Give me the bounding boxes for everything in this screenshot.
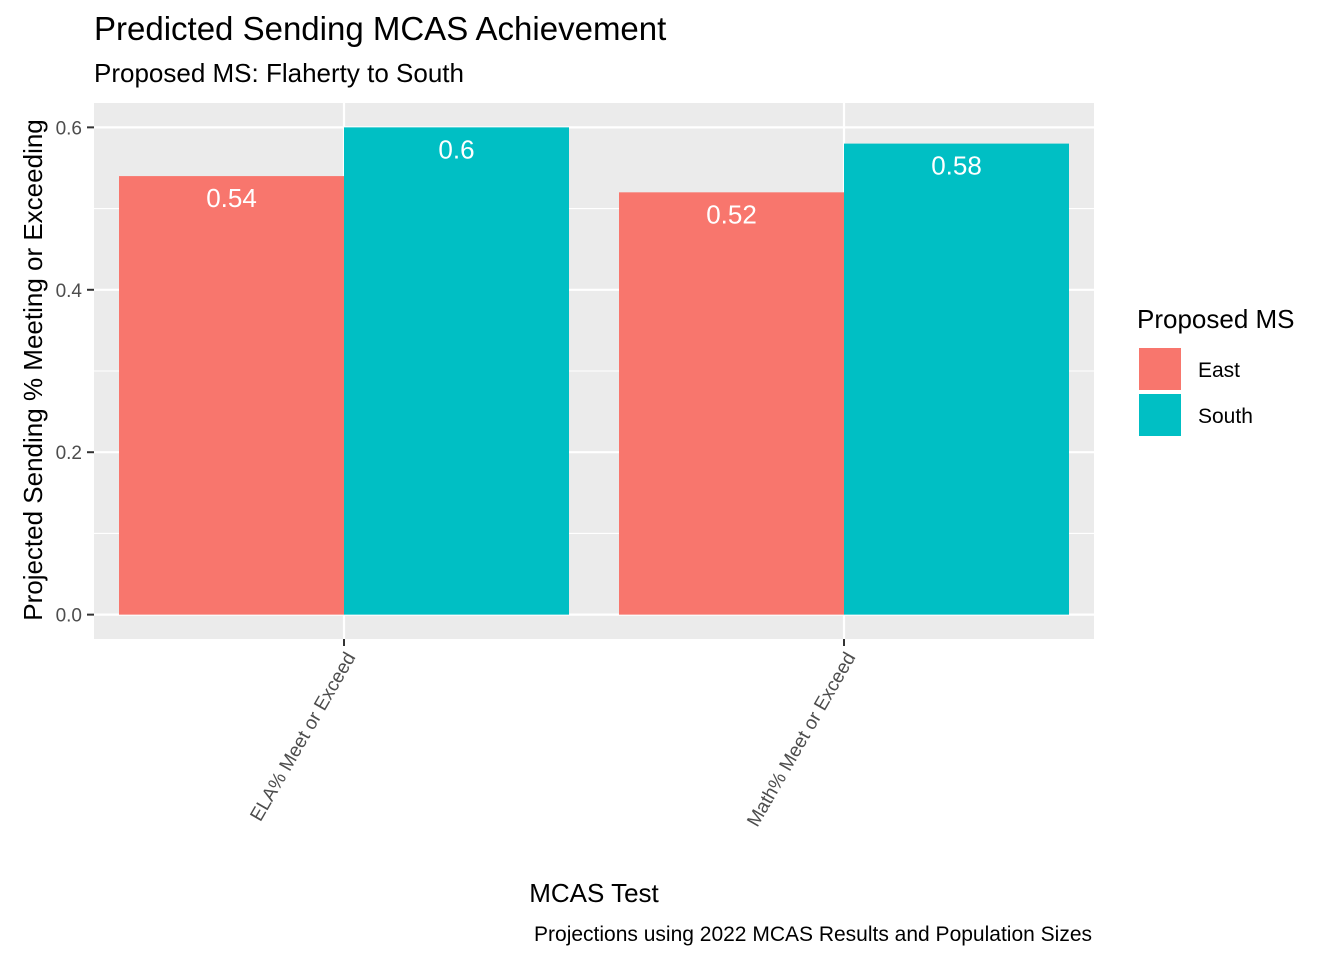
chart-subtitle: Proposed MS: Flaherty to South <box>94 58 464 88</box>
bar-value-label: 0.6 <box>438 134 474 164</box>
legend-label: South <box>1198 405 1253 428</box>
x-tick-label: ELA% Meet or Exceed <box>247 649 361 825</box>
y-tick-label: 0.6 <box>56 118 82 139</box>
y-axis-title: Projected Sending % Meeting or Exceeding <box>18 119 48 621</box>
bar-value-label: 0.58 <box>931 151 982 181</box>
chart-title: Predicted Sending MCAS Achievement <box>94 10 666 47</box>
y-axis: 0.0 0.2 0.4 0.6 <box>56 118 94 627</box>
bar-value-label: 0.54 <box>206 183 257 213</box>
y-tick-label: 0.4 <box>56 281 83 302</box>
legend: Proposed MS East South <box>1137 304 1295 438</box>
bar-value-label: 0.52 <box>706 199 757 229</box>
bars <box>119 127 1069 615</box>
bar-east <box>119 176 344 615</box>
chart-caption: Projections using 2022 MCAS Results and … <box>534 923 1092 946</box>
y-tick-label: 0.0 <box>56 606 82 627</box>
y-tick-label: 0.2 <box>56 443 82 464</box>
x-tick-label: Math% Meet or Exceed <box>743 649 860 831</box>
x-axis-title: MCAS Test <box>529 878 659 908</box>
bar-east <box>619 192 844 615</box>
bar-south <box>844 143 1069 615</box>
bar-south <box>344 127 569 615</box>
legend-key-east <box>1137 346 1183 392</box>
legend-key-south <box>1137 392 1183 438</box>
legend-label: East <box>1198 359 1240 382</box>
legend-title: Proposed MS <box>1137 304 1295 334</box>
x-axis: ELA% Meet or Exceed Math% Meet or Exceed <box>247 639 860 831</box>
data-labels: 0.54 0.6 0.52 0.58 <box>206 134 982 229</box>
